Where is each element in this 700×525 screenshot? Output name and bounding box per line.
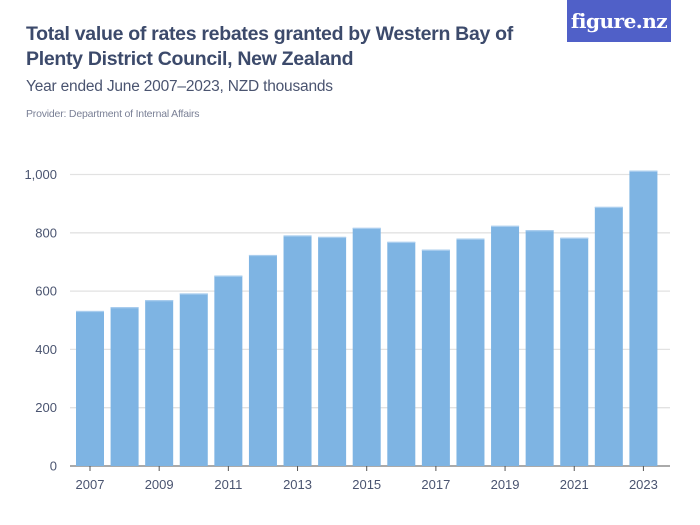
bar-2015 (352, 227, 381, 466)
bar-2023 (629, 170, 658, 466)
bar-top-edge (214, 275, 243, 277)
y-tick-label: 1,000 (24, 167, 57, 182)
bar-2008 (110, 307, 139, 466)
x-tick-label: 2021 (560, 477, 589, 492)
bar-2010 (179, 293, 208, 466)
x-tick-label: 2007 (76, 477, 105, 492)
bar-top-edge (594, 206, 623, 209)
x-tick-label: 2015 (352, 477, 381, 492)
bar-2019 (491, 225, 520, 466)
bar-top-edge (76, 310, 104, 313)
bar-top-edge (421, 249, 450, 251)
provider-note: Provider: Department of Internal Affairs (26, 108, 200, 120)
y-tick-label: 400 (35, 342, 57, 357)
bar-top-edge (629, 170, 658, 172)
y-tick-label: 800 (35, 225, 57, 240)
x-tick-label: 2009 (145, 477, 174, 492)
y-tick-label: 0 (50, 459, 57, 474)
bar-2011 (214, 275, 243, 466)
bar-top-edge (352, 227, 381, 230)
x-tick-label: 2019 (491, 477, 520, 492)
chart-subtitle: Year ended June 2007–2023, NZD thousands (26, 78, 333, 95)
bar-top-edge (387, 241, 416, 244)
y-tick-label: 200 (35, 400, 57, 415)
bar-2022 (594, 206, 623, 466)
y-tick-label: 600 (35, 284, 57, 299)
bar-top-edge (110, 307, 139, 309)
bar-top-edge (560, 237, 589, 239)
bar-2014 (318, 236, 347, 466)
bar-top-edge (318, 236, 347, 239)
bar-2021 (560, 237, 589, 466)
chart-title: Total value of rates rebates granted by … (26, 23, 513, 70)
x-tick-label: 2023 (629, 477, 658, 492)
bar-top-edge (456, 238, 485, 240)
bar-2018 (456, 238, 485, 466)
bar-2012 (248, 254, 277, 466)
figure-nz-logo[interactable]: figure.nz (567, 0, 671, 42)
bar-top-edge (179, 293, 208, 295)
x-tick-label: 2017 (421, 477, 450, 492)
bar-2017 (421, 249, 450, 466)
x-tick-label: 2011 (214, 477, 242, 492)
bar-top-edge (145, 300, 174, 302)
bar-top-edge (283, 235, 312, 237)
bar-2009 (145, 300, 174, 466)
bar-2007 (76, 310, 104, 466)
bar-2013 (283, 235, 312, 466)
x-tick-label: 2013 (283, 477, 312, 492)
bar-top-edge (491, 225, 520, 228)
bar-top-edge (525, 230, 554, 232)
bar-2016 (387, 241, 416, 466)
bar-top-edge (248, 254, 277, 257)
bar-2020 (525, 230, 554, 466)
